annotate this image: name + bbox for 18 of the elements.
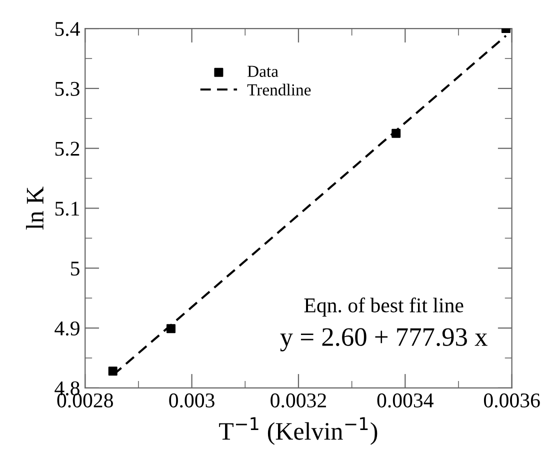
y-axis-title: ln K	[26, 186, 44, 230]
x-tick-label: 0.0034	[377, 393, 434, 408]
x-tick-label: 0.003	[169, 393, 214, 408]
y-tick-label: 4.8	[54, 381, 80, 396]
y-tick-label: 5.4	[55, 22, 80, 36]
annotation: y = 2.60 + 777.93 x	[280, 328, 488, 352]
x-tick-label: 0.0032	[270, 393, 326, 408]
x-tick-label: 0.0028	[57, 393, 113, 408]
y-tick-label: 4.9	[54, 321, 80, 336]
y-tick-label: 5.2	[55, 142, 80, 156]
legend-label: Trendline	[247, 84, 311, 96]
x-axis-title: T$^{−1}$ (Kelvin$^{−1}$)	[219, 417, 378, 445]
y-tick-label: 5.3	[55, 82, 80, 96]
annotation: Eqn. of best fit line	[304, 298, 464, 317]
x-tick-label: 0.0036	[484, 393, 540, 408]
legend-label: Data	[248, 66, 278, 77]
y-tick-label: 5.1	[55, 202, 80, 216]
y-tick-label: 5	[71, 262, 80, 276]
